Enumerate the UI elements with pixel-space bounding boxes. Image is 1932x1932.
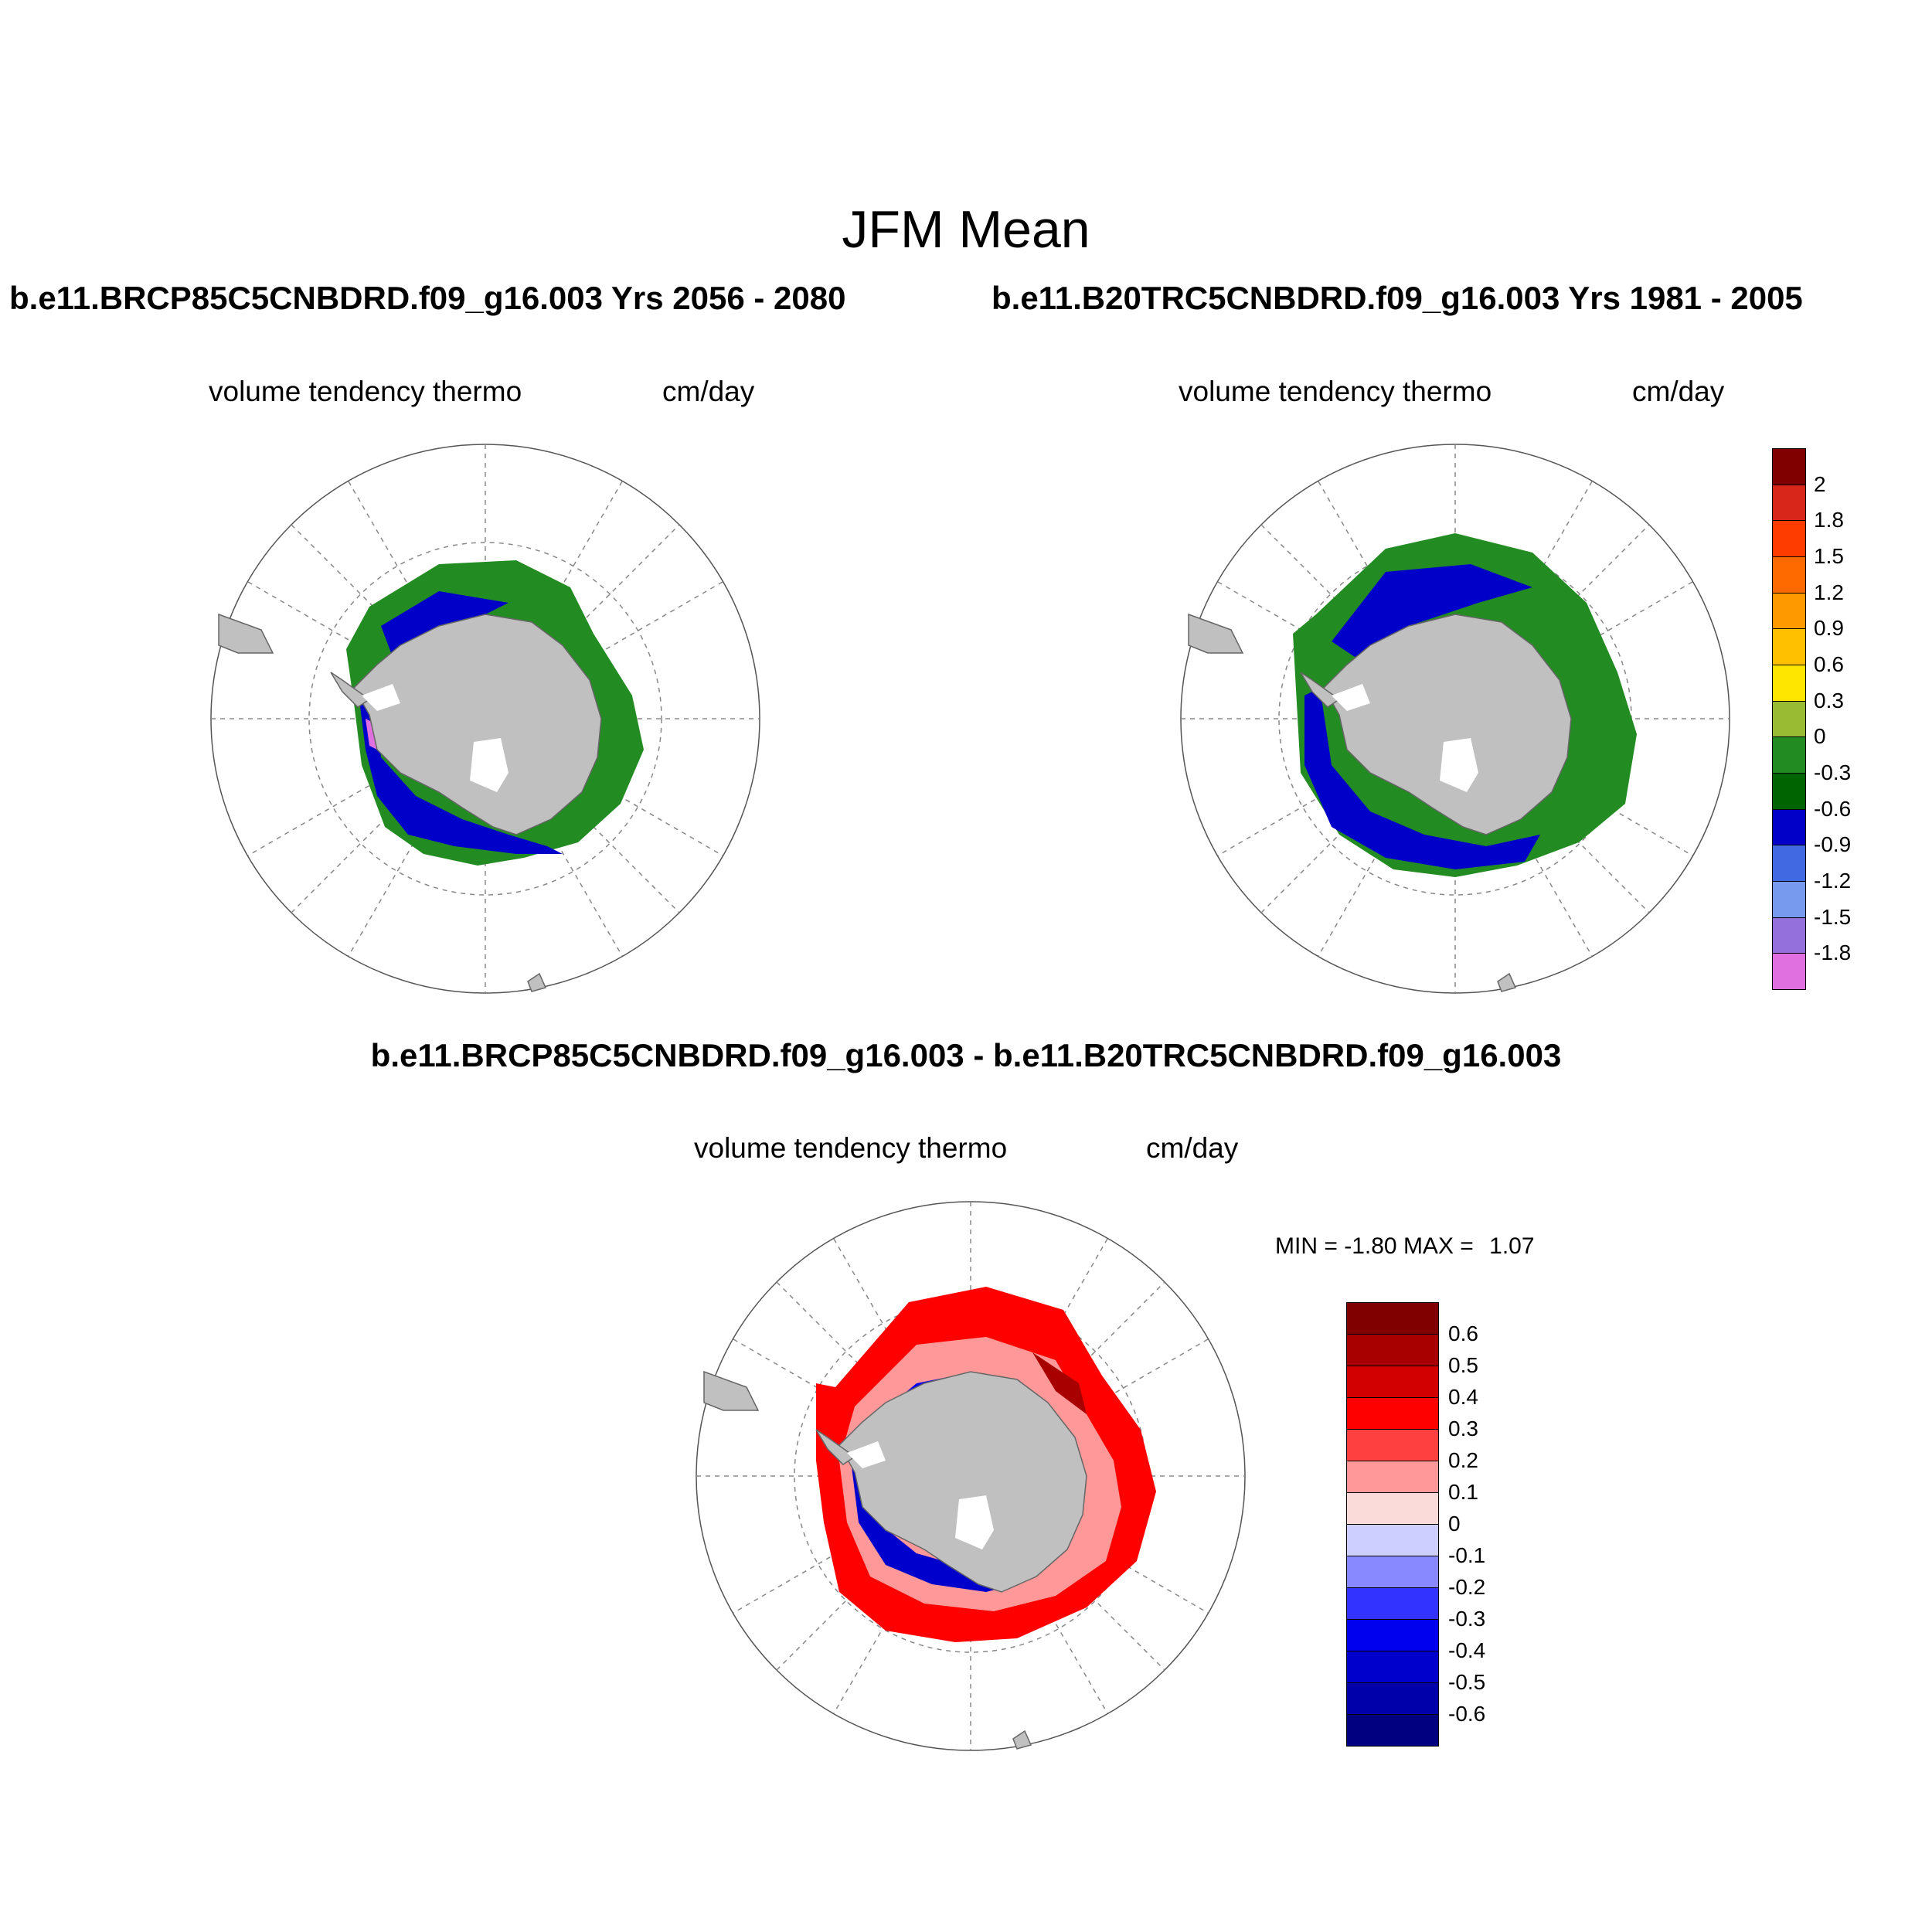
main-colorbar-box bbox=[1772, 845, 1806, 882]
left-units-label: cm/day bbox=[662, 376, 755, 407]
diff-colorbar-box bbox=[1346, 1682, 1439, 1715]
main-colorbar-label: -1.2 bbox=[1814, 869, 1852, 893]
diff-colorbar-label: 0.3 bbox=[1448, 1417, 1478, 1440]
diff-colorbar-box bbox=[1346, 1619, 1439, 1651]
main-colorbar-label: 0 bbox=[1814, 724, 1826, 749]
diff-colorbar-box bbox=[1346, 1397, 1439, 1430]
diff-colorbar-label: -0.3 bbox=[1448, 1607, 1486, 1631]
main-colorbar-label: 1.5 bbox=[1814, 544, 1844, 568]
main-colorbar-box bbox=[1772, 448, 1806, 485]
main-colorbar-label: 0.3 bbox=[1814, 688, 1844, 713]
main-colorbar-label: 1.8 bbox=[1814, 508, 1844, 532]
main-colorbar-box bbox=[1772, 700, 1806, 738]
diff-colorbar-box bbox=[1346, 1651, 1439, 1683]
diff-colorbar: 0.6 0.5 0.4 0.3 0.2 0.1 0 -0.1 -0.2 -0.3 -0.4 -0.5 -… bbox=[1346, 1302, 1485, 1747]
diff-colorbar-label: -0.4 bbox=[1448, 1638, 1486, 1662]
diff-colorbar-box bbox=[1346, 1302, 1439, 1335]
diff-colorbar-label: 0 bbox=[1448, 1512, 1461, 1536]
right-panel-run-title: b.e11.B20TRC5CNBDRD.f09_g16.003 Yrs 1981… bbox=[992, 280, 1803, 316]
main-colorbar-label: -1.5 bbox=[1814, 904, 1852, 929]
main-colorbar-box bbox=[1772, 592, 1806, 630]
diff-variable-label: volume tendency thermo bbox=[694, 1132, 1008, 1164]
diff-colorbar-box bbox=[1346, 1714, 1439, 1747]
main-colorbar-label: 2 bbox=[1814, 471, 1826, 496]
min-label: MIN = bbox=[1275, 1233, 1338, 1259]
difference-panel-title: b.e11.BRCP85C5CNBDRD.f09_g16.003 - b.e11… bbox=[370, 1037, 1562, 1073]
main-colorbar-box bbox=[1772, 736, 1806, 774]
main-colorbar-box bbox=[1772, 520, 1806, 557]
main-colorbar-label: 0.9 bbox=[1814, 616, 1844, 641]
max-value: 1.07 bbox=[1489, 1233, 1535, 1259]
diff-colorbar-label: 0.4 bbox=[1448, 1385, 1478, 1409]
main-colorbar-label: -0.6 bbox=[1814, 796, 1852, 821]
main-colorbar-box bbox=[1772, 556, 1806, 594]
main-colorbar-label: -0.9 bbox=[1814, 832, 1852, 857]
main-colorbar-box bbox=[1772, 953, 1806, 990]
diff-colorbar-box bbox=[1346, 1587, 1439, 1620]
main-colorbar-box bbox=[1772, 773, 1806, 810]
main-colorbar-box bbox=[1772, 808, 1806, 846]
diff-colorbar-label: -0.5 bbox=[1448, 1670, 1486, 1694]
diff-colorbar-box bbox=[1346, 1429, 1439, 1461]
right-units-label: cm/day bbox=[1632, 376, 1725, 407]
max-label: MAX = bbox=[1403, 1233, 1474, 1259]
main-colorbar-box bbox=[1772, 917, 1806, 954]
main-colorbar-box bbox=[1772, 665, 1806, 702]
diff-colorbar-box bbox=[1346, 1492, 1439, 1525]
diff-colorbar-label: 0.5 bbox=[1448, 1353, 1478, 1377]
diff-colorbar-box bbox=[1346, 1366, 1439, 1398]
main-colorbar-box bbox=[1772, 881, 1806, 918]
right-variable-label: volume tendency thermo bbox=[1179, 376, 1492, 407]
min-value: -1.80 bbox=[1344, 1233, 1397, 1259]
diff-colorbar-label: 0.6 bbox=[1448, 1321, 1478, 1345]
diff-stats: MIN = -1.80 MAX = 1.07 bbox=[1275, 1233, 1535, 1260]
left-panel-run-title: b.e11.BRCP85C5CNBDRD.f09_g16.003 Yrs 205… bbox=[9, 280, 846, 316]
diff-colorbar-box bbox=[1346, 1461, 1439, 1493]
main-colorbar-label: 1.2 bbox=[1814, 580, 1844, 604]
main-colorbar-box bbox=[1772, 484, 1806, 522]
diff-colorbar-label: -0.6 bbox=[1448, 1702, 1486, 1726]
diff-units-label: cm/day bbox=[1146, 1132, 1239, 1164]
main-colorbar-label: -1.8 bbox=[1814, 940, 1852, 965]
diff-colorbar-box bbox=[1346, 1334, 1439, 1366]
main-colorbar-box bbox=[1772, 628, 1806, 665]
diff-colorbar-label: 0.1 bbox=[1448, 1480, 1478, 1504]
main-colorbar: 2 1.8 1.5 1.2 0.9 0.6 0.3 0 -0.3 -0.6 -0.9 -1.2 -1.5… bbox=[1772, 448, 1851, 990]
diff-colorbar-box bbox=[1346, 1556, 1439, 1588]
main-colorbar-label: -0.3 bbox=[1814, 760, 1852, 784]
main-colorbar-label: 0.6 bbox=[1814, 652, 1844, 676]
diff-colorbar-label: 0.2 bbox=[1448, 1448, 1478, 1472]
diff-colorbar-label: -0.1 bbox=[1448, 1543, 1486, 1567]
diff-colorbar-label: -0.2 bbox=[1448, 1575, 1486, 1599]
left-variable-label: volume tendency thermo bbox=[209, 376, 522, 407]
diff-colorbar-box bbox=[1346, 1524, 1439, 1556]
figure-title: JFM Mean bbox=[842, 200, 1090, 259]
